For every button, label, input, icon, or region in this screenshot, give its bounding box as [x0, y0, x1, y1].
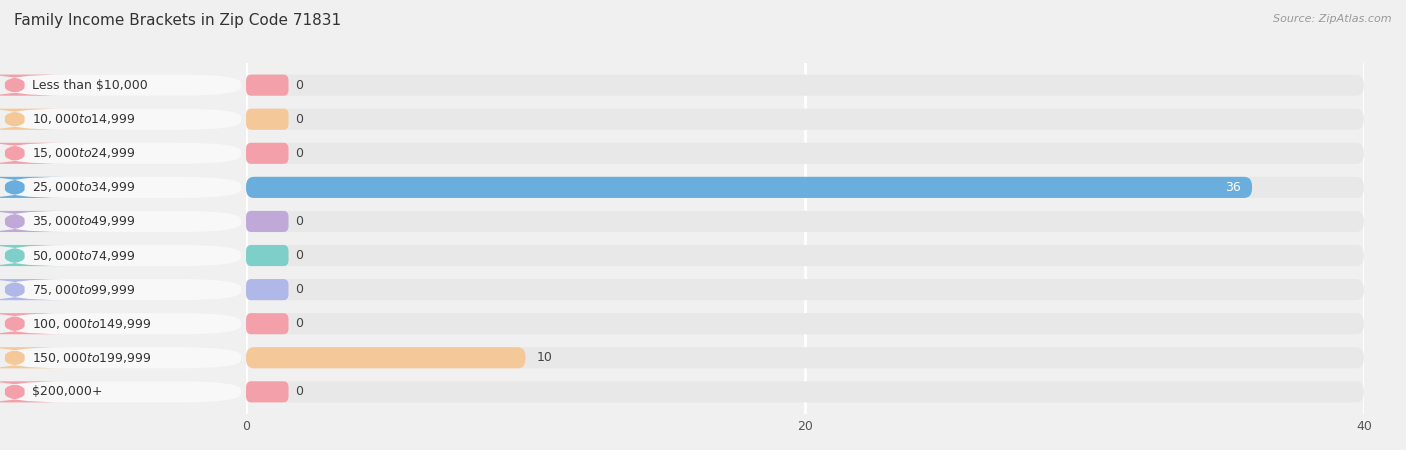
FancyBboxPatch shape: [246, 75, 288, 96]
FancyBboxPatch shape: [246, 245, 288, 266]
FancyBboxPatch shape: [4, 381, 242, 402]
FancyBboxPatch shape: [246, 279, 1364, 300]
FancyBboxPatch shape: [0, 211, 66, 232]
Text: Family Income Brackets in Zip Code 71831: Family Income Brackets in Zip Code 71831: [14, 14, 342, 28]
Text: $150,000 to $199,999: $150,000 to $199,999: [32, 351, 152, 365]
FancyBboxPatch shape: [0, 381, 66, 402]
FancyBboxPatch shape: [4, 211, 242, 232]
FancyBboxPatch shape: [4, 75, 242, 96]
FancyBboxPatch shape: [0, 75, 66, 96]
Text: $100,000 to $149,999: $100,000 to $149,999: [32, 317, 152, 331]
FancyBboxPatch shape: [4, 313, 242, 334]
Text: Less than $10,000: Less than $10,000: [32, 79, 148, 92]
FancyBboxPatch shape: [246, 211, 288, 232]
Text: $35,000 to $49,999: $35,000 to $49,999: [32, 215, 135, 229]
Text: $10,000 to $14,999: $10,000 to $14,999: [32, 112, 135, 126]
Text: 0: 0: [295, 317, 304, 330]
FancyBboxPatch shape: [4, 143, 242, 164]
FancyBboxPatch shape: [0, 347, 66, 369]
Text: $15,000 to $24,999: $15,000 to $24,999: [32, 146, 135, 160]
FancyBboxPatch shape: [246, 108, 288, 130]
FancyBboxPatch shape: [246, 381, 288, 402]
FancyBboxPatch shape: [246, 143, 288, 164]
FancyBboxPatch shape: [246, 347, 1364, 369]
Text: $25,000 to $34,999: $25,000 to $34,999: [32, 180, 135, 194]
FancyBboxPatch shape: [246, 381, 1364, 402]
Text: 0: 0: [295, 113, 304, 126]
Text: 36: 36: [1225, 181, 1241, 194]
FancyBboxPatch shape: [4, 108, 242, 130]
Text: 0: 0: [295, 249, 304, 262]
FancyBboxPatch shape: [246, 347, 526, 369]
FancyBboxPatch shape: [0, 279, 66, 300]
Text: 0: 0: [295, 283, 304, 296]
FancyBboxPatch shape: [0, 313, 66, 334]
Text: 10: 10: [537, 351, 553, 364]
FancyBboxPatch shape: [4, 245, 242, 266]
FancyBboxPatch shape: [246, 177, 1253, 198]
Text: 0: 0: [295, 79, 304, 92]
Text: 0: 0: [295, 215, 304, 228]
FancyBboxPatch shape: [246, 108, 1364, 130]
FancyBboxPatch shape: [246, 143, 1364, 164]
FancyBboxPatch shape: [4, 279, 242, 300]
FancyBboxPatch shape: [246, 313, 1364, 334]
FancyBboxPatch shape: [0, 177, 66, 198]
Text: $75,000 to $99,999: $75,000 to $99,999: [32, 283, 135, 297]
FancyBboxPatch shape: [246, 211, 1364, 232]
FancyBboxPatch shape: [246, 279, 288, 300]
FancyBboxPatch shape: [0, 245, 66, 266]
Text: Source: ZipAtlas.com: Source: ZipAtlas.com: [1274, 14, 1392, 23]
FancyBboxPatch shape: [246, 313, 288, 334]
Text: $50,000 to $74,999: $50,000 to $74,999: [32, 248, 135, 262]
FancyBboxPatch shape: [0, 108, 66, 130]
Text: 0: 0: [295, 147, 304, 160]
FancyBboxPatch shape: [4, 177, 242, 198]
FancyBboxPatch shape: [246, 75, 1364, 96]
Text: $200,000+: $200,000+: [32, 385, 103, 398]
FancyBboxPatch shape: [4, 347, 242, 369]
FancyBboxPatch shape: [246, 245, 1364, 266]
FancyBboxPatch shape: [246, 177, 1364, 198]
FancyBboxPatch shape: [0, 143, 66, 164]
Text: 0: 0: [295, 385, 304, 398]
